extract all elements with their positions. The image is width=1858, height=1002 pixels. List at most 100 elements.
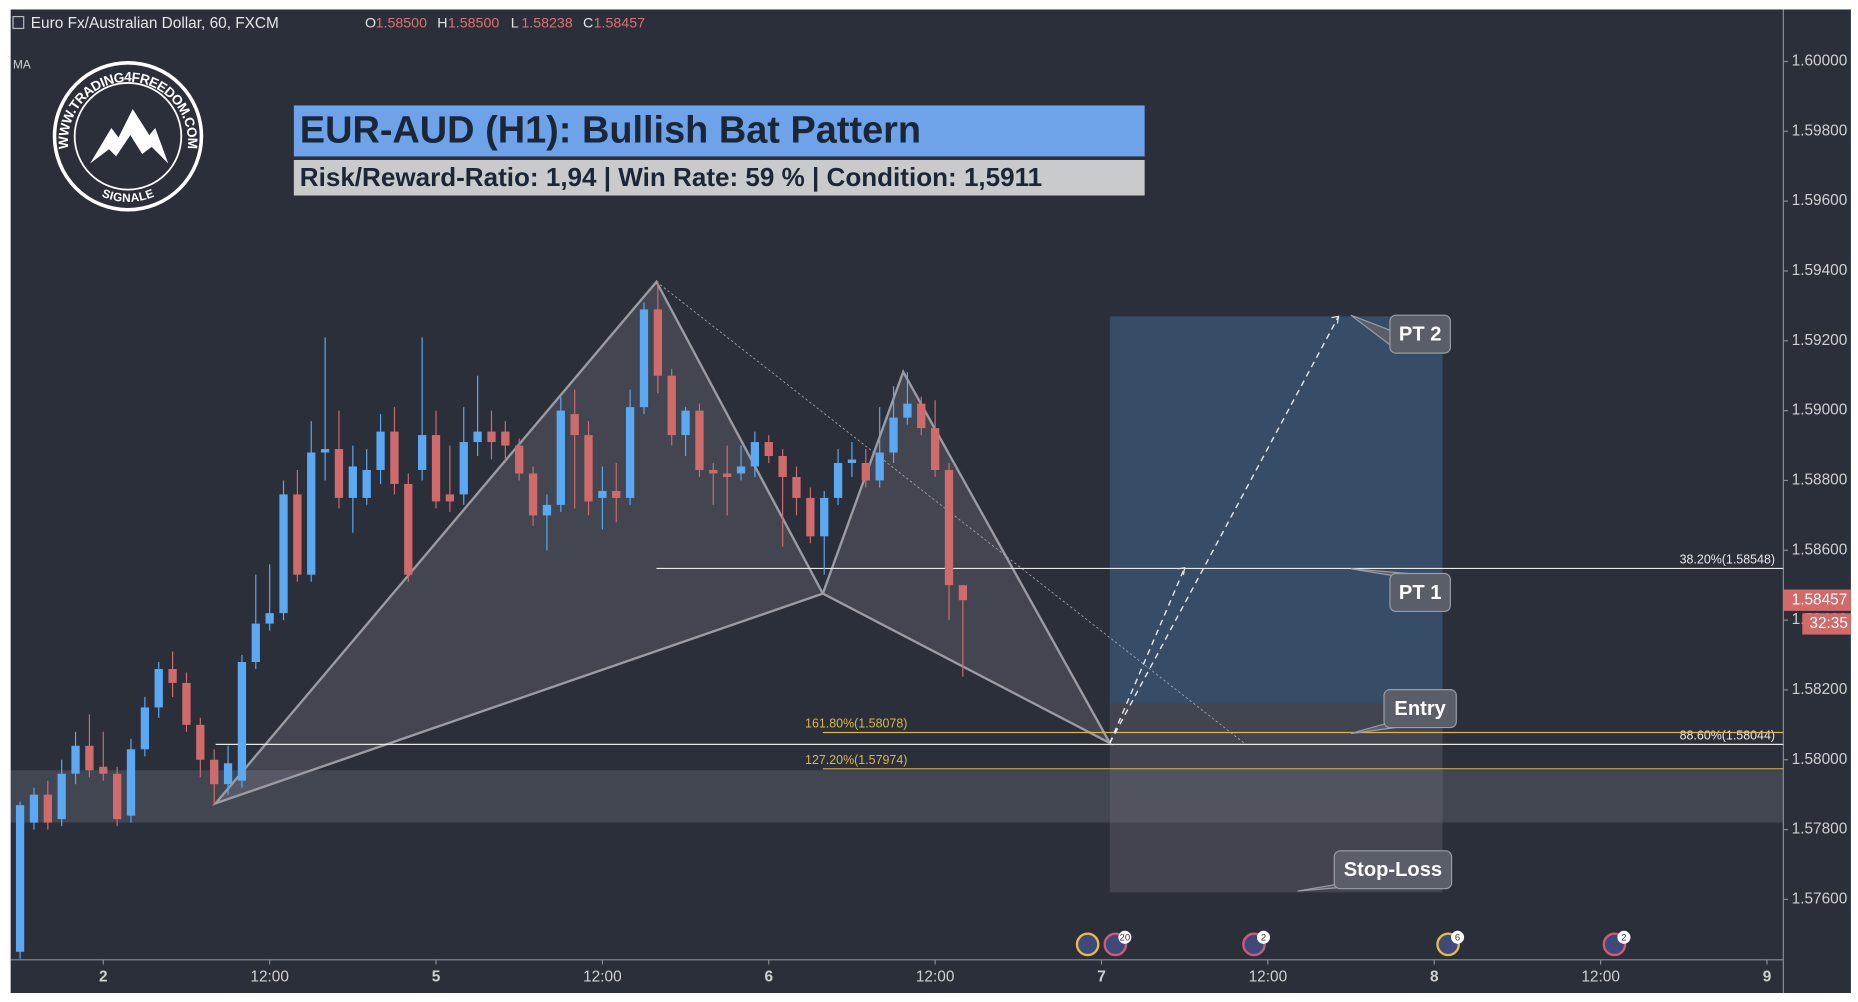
- candle-body: [223, 763, 233, 785]
- candle-body: [307, 452, 316, 575]
- candle-body: [168, 668, 177, 683]
- candle-body: [431, 435, 441, 502]
- arrow-head: [1331, 315, 1340, 324]
- x-tick-label: 9: [1763, 969, 1772, 986]
- y-tick-label: 1.57600: [1792, 890, 1848, 907]
- event-count-bg: [1118, 930, 1132, 944]
- candle-body: [612, 490, 621, 498]
- candle-body: [847, 459, 857, 464]
- event-badge: [1075, 932, 1100, 957]
- event-count-bg: [1451, 930, 1465, 944]
- level-label: 38.20%(1.58548): [1680, 552, 1775, 566]
- x-tick-label: 12:00: [916, 969, 955, 986]
- candle-body: [542, 504, 552, 516]
- candle-body: [126, 749, 136, 816]
- ohlc-value: 1.58500: [448, 15, 499, 31]
- ohlc-value: 1.58457: [594, 15, 645, 31]
- candle-body: [515, 445, 524, 474]
- callout-text: Entry: [1394, 698, 1446, 720]
- x-tick-label: 7: [1097, 969, 1106, 986]
- candle-body: [584, 435, 593, 502]
- candle-body: [334, 449, 344, 498]
- candle-body: [99, 766, 108, 774]
- candle-body: [917, 403, 926, 429]
- level-label: 88.60%(1.58044): [1680, 728, 1775, 742]
- countdown-tag: [1802, 613, 1851, 635]
- candle-body: [528, 473, 538, 516]
- candle-body: [210, 759, 219, 785]
- event-count-bg: [1617, 930, 1631, 944]
- candle-body: [196, 724, 205, 760]
- y-tick-label: 1.57800: [1792, 821, 1848, 838]
- candle-body: [723, 473, 732, 477]
- candle-body: [958, 585, 968, 601]
- ohlc-key: C: [583, 15, 593, 31]
- candle-body: [667, 375, 676, 436]
- event-count: 20: [1120, 932, 1131, 943]
- candle-body: [501, 431, 510, 446]
- candle-body: [43, 794, 52, 823]
- logo-subtext: SIGNALE: [100, 186, 156, 205]
- candle-body: [875, 452, 884, 481]
- callout-text: PT 1: [1399, 582, 1442, 604]
- collapse-icon: [12, 16, 25, 30]
- candle-body: [833, 463, 843, 498]
- candle-body: [154, 668, 163, 708]
- indicator: MA: [13, 57, 31, 71]
- logo-ring: [52, 61, 204, 212]
- x-tick-label: 6: [764, 969, 773, 986]
- target-area: [1109, 316, 1443, 704]
- candle-body: [487, 431, 496, 443]
- candle-body: [57, 773, 66, 820]
- y-tick-label: 1.59600: [1792, 192, 1848, 209]
- y-tick-label: 1.58200: [1792, 681, 1848, 698]
- level-label: 127.20%(1.57974): [805, 753, 907, 767]
- candle-body: [861, 463, 870, 481]
- candle-body: [792, 476, 801, 498]
- plot: 38.20%(1.58548) 88.60%(1.58044) 161.80%(1.…: [10, 53, 1851, 986]
- candle-body: [681, 410, 690, 436]
- candle-body: [778, 456, 787, 477]
- event-count: 6: [1455, 932, 1460, 943]
- x-tick-label: 5: [432, 969, 441, 986]
- candle-body: [625, 407, 635, 498]
- candle-body: [903, 403, 912, 418]
- callout-box: [1389, 572, 1451, 613]
- candle-body: [556, 410, 565, 505]
- event-count: 2: [1261, 932, 1266, 943]
- candle-body: [889, 417, 898, 453]
- callout-text: PT 2: [1399, 324, 1442, 346]
- x-tick-label: 2: [99, 969, 108, 986]
- candle-body: [944, 469, 954, 586]
- candle-body: [709, 469, 718, 474]
- candle-body: [653, 309, 662, 376]
- candle-body: [736, 466, 746, 474]
- callout-box: [1333, 850, 1453, 890]
- y-tick-label: 1.58800: [1792, 472, 1848, 489]
- ohlc-key: L: [511, 15, 519, 31]
- title-box: [293, 105, 1145, 157]
- candle-body: [473, 431, 482, 443]
- x-tick-label: 8: [1430, 969, 1439, 986]
- candle-body: [279, 494, 288, 614]
- ohlc-value: 1.58500: [376, 15, 427, 31]
- y-tick-label: 1.59400: [1792, 262, 1848, 279]
- x-tick-label: 12:00: [1249, 969, 1288, 986]
- price-tag: [1783, 589, 1851, 611]
- ohlc-value: 1.58238: [521, 15, 572, 31]
- support-zone: [10, 770, 1784, 823]
- candle-body: [695, 410, 704, 470]
- y-tick-label: 1.59800: [1792, 122, 1848, 139]
- candle-body: [182, 682, 191, 725]
- y-tick-label: 1.60000: [1792, 53, 1848, 70]
- logo-subtext-path: SIGNALE: [100, 186, 156, 205]
- x-tick-label: 12:00: [583, 969, 622, 986]
- price-tag-label: 1.58457: [1792, 591, 1848, 608]
- candle-body: [376, 431, 385, 470]
- pattern-bcd: [821, 369, 1113, 746]
- ohlc-key: O: [365, 15, 376, 31]
- arrow-head: [1177, 567, 1186, 575]
- candle-body: [348, 466, 357, 498]
- candle-body: [570, 414, 579, 436]
